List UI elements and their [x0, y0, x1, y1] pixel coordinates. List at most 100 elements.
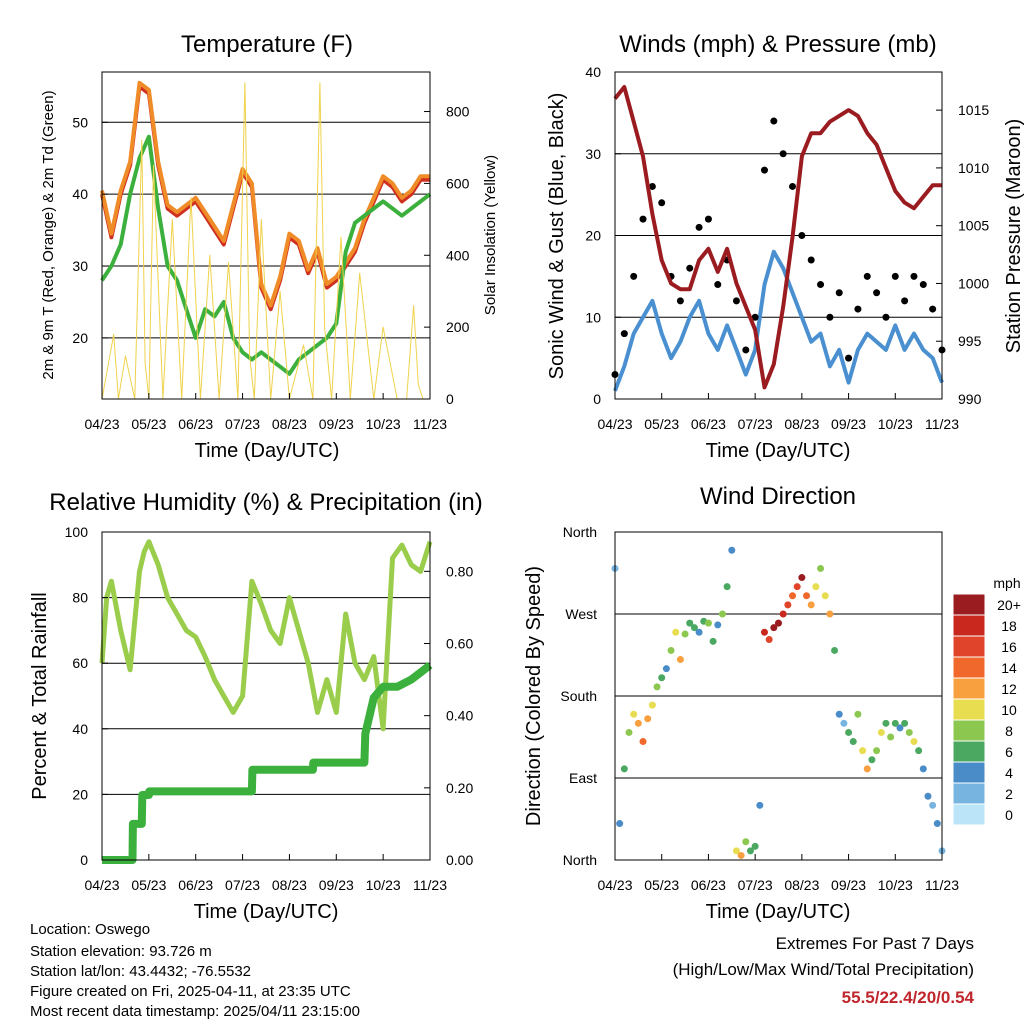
direction-point — [896, 724, 904, 732]
direction-point — [718, 610, 726, 618]
x-tick-label: 07/23 — [225, 416, 260, 432]
direction-point — [658, 674, 666, 682]
y-tick-label: 20 — [72, 786, 88, 802]
direction-point — [770, 624, 778, 632]
colorbar-swatch — [952, 677, 986, 700]
y-tick-label: North — [563, 524, 597, 540]
gust-point — [658, 199, 666, 207]
direction-point — [840, 719, 848, 727]
colorbar-label: 20+ — [997, 597, 1021, 613]
direction-point — [877, 728, 885, 736]
y-right-tick-label: 0.60 — [446, 635, 473, 651]
y-right-tick-label: 0.40 — [446, 708, 473, 724]
x-tick-label: 04/23 — [84, 416, 119, 432]
gust-point — [695, 223, 703, 231]
temperature-ylabel: 2m & 9m T (Red, Orange) & 2m Td (Green) — [40, 90, 57, 379]
sonic-wind-line — [613, 249, 944, 392]
x-tick-label: 10/23 — [366, 877, 401, 893]
gust-point — [620, 330, 628, 338]
x-tick-label: 09/23 — [319, 416, 354, 432]
direction-point — [695, 628, 703, 636]
x-tick-label: 06/23 — [691, 877, 726, 893]
direction-point — [625, 728, 633, 736]
direction-point — [887, 733, 895, 741]
gust-point — [732, 297, 740, 305]
colorbar-label: 8 — [1005, 723, 1013, 739]
colorbar-swatch — [952, 761, 986, 784]
colorbar-label: 10 — [1001, 702, 1017, 718]
gust-point — [826, 313, 834, 321]
x-tick-label: 08/23 — [272, 877, 307, 893]
direction-point — [821, 592, 829, 600]
y-right-tick-label: 990 — [958, 391, 982, 407]
winds-panel: Winds (mph) & Pressure (mb) 0 10 20 30 40 990… — [546, 31, 1024, 462]
info-recent: Most recent data timestamp: 2025/04/11 2… — [30, 1003, 360, 1020]
direction-point — [746, 847, 754, 855]
direction-point — [793, 583, 801, 591]
x-tick-label: 04/23 — [597, 416, 632, 432]
colorbar-title: mph — [993, 575, 1020, 591]
gust-point — [854, 305, 862, 313]
x-tick-label: 08/23 — [784, 416, 819, 432]
relative-humidity-line — [99, 539, 433, 732]
y-right-tick-label: 800 — [446, 104, 470, 120]
colorbar-label: 16 — [1001, 639, 1017, 655]
wind-direction-panel: Wind Direction NorthEastSouthWestNorth04… — [523, 483, 1021, 923]
colorbar-swatch — [952, 656, 986, 679]
y-tick-label: 40 — [72, 721, 88, 737]
direction-point — [644, 715, 652, 723]
gust-point — [789, 182, 797, 190]
colorbar-swatch — [952, 803, 986, 826]
x-tick-label: 11/23 — [413, 877, 447, 893]
gust-point — [639, 215, 647, 223]
colorbar-swatch — [952, 719, 986, 742]
9m-t-line — [100, 80, 430, 308]
2m-td-line — [100, 134, 432, 376]
x-tick-label: 05/23 — [131, 416, 166, 432]
speed-colorbar: 20+ 18 16 14 12 10 8 6 4 2 0 — [952, 593, 1021, 826]
humidity-ticks: 0 20 40 60 80 100 0.00 0.20 0.40 0.60 0.80 04/23 05/… — [65, 524, 474, 893]
colorbar-label: 0 — [1005, 807, 1013, 823]
direction-point — [784, 601, 792, 609]
x-tick-label: 04/23 — [84, 877, 119, 893]
gust-point — [863, 272, 871, 280]
gust-point — [704, 215, 712, 223]
direction-point — [845, 728, 853, 736]
direction-point — [765, 636, 773, 644]
extremes-subheading: (High/Low/Max Wind/Total Precipitation) — [672, 960, 974, 979]
gust-point — [686, 264, 694, 272]
y-tick-label: East — [569, 770, 597, 786]
solar-insolation-ylabel: Solar Insolation (Yellow) — [482, 155, 499, 315]
direction-point — [915, 747, 923, 755]
gust-point — [648, 182, 656, 190]
direction-point — [924, 792, 932, 800]
gust-point — [714, 281, 722, 289]
humidity-gridlines — [102, 531, 430, 795]
solar-insolation-line — [101, 82, 430, 400]
station-pressure-line — [613, 85, 942, 390]
y-right-tick-label: 1000 — [958, 275, 989, 291]
direction-point — [751, 842, 759, 850]
direction-point — [714, 621, 722, 629]
y-right-tick-label: 200 — [446, 319, 470, 335]
direction-point — [854, 710, 862, 718]
extremes-heading: Extremes For Past 7 Days — [775, 934, 974, 953]
direction-point — [919, 765, 927, 773]
direction-point — [779, 610, 787, 618]
direction-point — [648, 701, 656, 709]
direction-point — [690, 624, 698, 632]
direction-point — [732, 847, 740, 855]
direction-point — [817, 564, 825, 572]
gust-point — [910, 272, 918, 280]
winds-gridlines — [615, 71, 942, 318]
y-right-tick-label: 0 — [446, 391, 454, 407]
direction-point — [863, 765, 871, 773]
y-tick-label: 0 — [80, 852, 88, 868]
colorbar-swatch — [952, 698, 986, 721]
info-location: Location: Oswego — [30, 921, 151, 938]
direction-point — [807, 601, 815, 609]
gust-point — [835, 289, 843, 297]
direction-point — [620, 765, 628, 773]
x-tick-label: 05/23 — [131, 877, 166, 893]
humidity-frame — [101, 531, 431, 861]
